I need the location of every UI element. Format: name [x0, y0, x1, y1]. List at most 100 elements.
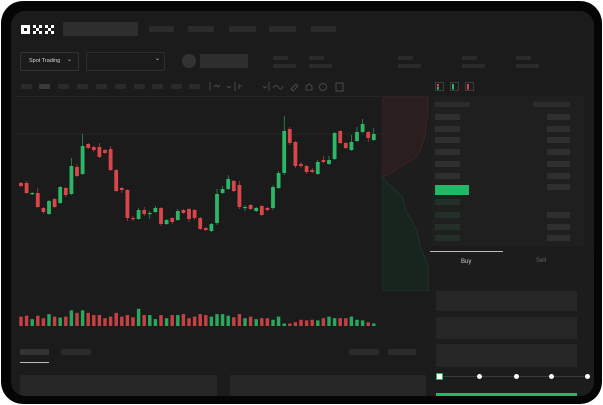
candle-body [91, 147, 96, 150]
timeframe-button[interactable] [39, 84, 50, 89]
candle-body [287, 129, 292, 143]
volume-bar [86, 312, 90, 326]
volume-bar [131, 317, 135, 326]
candle-body [315, 162, 320, 174]
candle [187, 208, 191, 222]
volume-bar [232, 317, 236, 326]
ask-price [435, 149, 460, 155]
okx-logo[interactable] [21, 24, 59, 35]
candle [153, 206, 158, 213]
volume-bar [41, 318, 46, 326]
candle-body [215, 194, 219, 223]
price-input[interactable] [436, 291, 577, 311]
candlestick-chart[interactable] [11, 96, 383, 341]
bid-amount [547, 235, 570, 241]
candle [299, 162, 303, 168]
timeframe-button[interactable] [21, 84, 32, 89]
candle-body [131, 218, 135, 220]
timeframe-button[interactable] [96, 84, 107, 89]
candle [35, 188, 40, 208]
tab-buy[interactable]: Buy [430, 251, 503, 272]
total-input[interactable] [436, 344, 577, 367]
candle-body [259, 206, 264, 215]
nav-item[interactable] [149, 26, 174, 32]
volume-bar [92, 315, 96, 326]
bid-price [435, 235, 460, 241]
candle [142, 207, 147, 216]
volume-bar [215, 314, 219, 326]
volume-bar [198, 314, 202, 326]
volume-bar [220, 314, 225, 326]
candle [276, 171, 281, 189]
candle-body [136, 210, 141, 219]
pair-selector-dropdown[interactable]: ⌄ [86, 52, 165, 71]
tab-sell[interactable]: Sell [503, 251, 578, 271]
slider-step[interactable] [585, 374, 590, 379]
candle [159, 207, 163, 226]
candle-body [63, 188, 68, 195]
timeframe-button[interactable] [152, 84, 163, 89]
buy-button[interactable] [436, 393, 577, 396]
candle-body [343, 143, 348, 148]
volume-bar [372, 323, 376, 326]
candle-body [338, 131, 343, 143]
candle [181, 209, 186, 214]
candle [338, 130, 343, 144]
candle-body [114, 170, 119, 191]
candle-body [58, 187, 63, 203]
timeframe-button[interactable] [58, 84, 69, 89]
ask-price [435, 161, 460, 167]
tab-open-orders[interactable] [20, 349, 49, 355]
nav-item[interactable] [311, 26, 336, 32]
candle-body [69, 166, 74, 194]
slider-step[interactable] [477, 374, 482, 379]
candle [136, 208, 141, 220]
candle-body [254, 208, 259, 211]
last-price [435, 185, 469, 195]
market-selector-button[interactable]: Spot Trading ⌄ [20, 52, 79, 71]
candle [170, 217, 175, 224]
bottom-filter[interactable] [349, 349, 379, 355]
ask-amount [547, 173, 570, 179]
timeframe-button[interactable] [134, 84, 145, 89]
slider-step[interactable] [514, 374, 519, 379]
bid-amount [547, 224, 570, 230]
candle-body [142, 210, 147, 214]
volume-bar [332, 318, 337, 326]
orderbook-view-icons[interactable] [435, 82, 475, 92]
bottom-filter[interactable] [388, 349, 416, 355]
search-box[interactable] [63, 22, 138, 36]
bottom-panel-right [230, 375, 426, 396]
timeframe-button[interactable] [189, 84, 200, 89]
ask-price [435, 173, 460, 179]
candle [103, 149, 107, 154]
nav-item[interactable] [229, 26, 256, 32]
candle [209, 223, 214, 232]
timeframe-button[interactable] [77, 84, 88, 89]
candle-body [220, 189, 225, 193]
slider-handle[interactable] [436, 373, 443, 380]
candle [237, 181, 242, 209]
amount-input[interactable] [436, 317, 577, 339]
volume-bar [142, 315, 146, 326]
candle-body [164, 220, 169, 224]
bid-amount [547, 212, 570, 218]
volume-bar [304, 320, 309, 326]
tab-order-history[interactable] [61, 349, 91, 355]
timeframe-button[interactable] [115, 84, 126, 89]
nav-item[interactable] [269, 26, 296, 32]
candle-body [203, 228, 208, 230]
candle [19, 182, 23, 187]
timeframe-button[interactable] [171, 84, 182, 89]
volume-bar [349, 316, 354, 326]
candle [293, 141, 298, 168]
candle-body [108, 149, 113, 170]
volume-bar [187, 318, 191, 326]
volume-bar [30, 319, 34, 326]
candle-body [226, 179, 231, 189]
nav-item[interactable] [188, 26, 214, 32]
slider-step[interactable] [549, 374, 554, 379]
candle-body [153, 208, 158, 212]
volume-bar [355, 319, 359, 326]
volume-bar [288, 323, 292, 326]
